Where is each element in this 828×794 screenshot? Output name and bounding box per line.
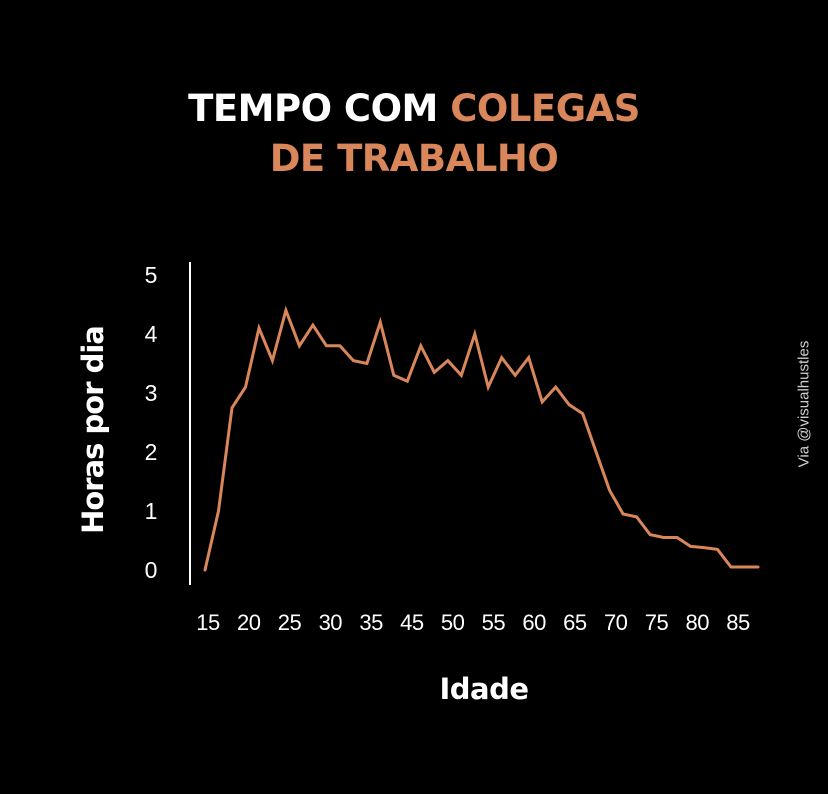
data-point bbox=[716, 548, 719, 551]
series-line bbox=[203, 305, 760, 572]
data-point bbox=[447, 359, 449, 362]
data-point bbox=[487, 386, 490, 388]
x-tick-label: 85 bbox=[726, 610, 750, 635]
y-tick-label: 5 bbox=[145, 262, 158, 288]
x-tick-label: 20 bbox=[237, 610, 261, 635]
x-tick-label: 45 bbox=[400, 610, 424, 635]
y-tick-labels: 0 1 2 3 4 5 bbox=[145, 262, 158, 583]
y-axis-label: Horas por dia bbox=[76, 326, 110, 534]
data-point bbox=[217, 510, 220, 512]
data-point bbox=[433, 371, 436, 374]
title-plain: TEMPO COM bbox=[188, 87, 451, 130]
x-tick-label: 25 bbox=[278, 610, 302, 635]
y-tick-label: 4 bbox=[145, 321, 158, 347]
x-tick-label: 30 bbox=[319, 610, 343, 635]
y-tick-label: 3 bbox=[145, 380, 158, 406]
data-point bbox=[635, 516, 638, 518]
x-tick-label: 35 bbox=[359, 610, 383, 635]
data-point bbox=[339, 345, 341, 347]
x-tick-label: 60 bbox=[522, 610, 546, 635]
data-point bbox=[460, 374, 463, 377]
data-point bbox=[366, 362, 368, 365]
data-point bbox=[204, 569, 206, 571]
data-point bbox=[743, 566, 746, 568]
data-point bbox=[703, 546, 705, 549]
data-point bbox=[608, 489, 611, 492]
data-point bbox=[500, 356, 503, 359]
x-axis-label: Idade bbox=[439, 672, 529, 706]
x-tick-label: 65 bbox=[563, 610, 587, 635]
data-point bbox=[527, 356, 530, 359]
data-point bbox=[662, 536, 665, 539]
title-accent-line-2: DE TRABALHO bbox=[269, 137, 559, 180]
data-points bbox=[204, 309, 759, 571]
data-point bbox=[258, 327, 260, 329]
data-point bbox=[352, 359, 355, 362]
x-tick-label: 80 bbox=[685, 610, 709, 635]
data-point bbox=[649, 533, 651, 536]
y-tick-label: 0 bbox=[145, 557, 158, 583]
data-point bbox=[541, 401, 543, 403]
data-point bbox=[312, 324, 314, 326]
data-point bbox=[406, 380, 409, 383]
data-point bbox=[271, 359, 274, 362]
x-tick-label: 55 bbox=[482, 610, 506, 635]
data-point bbox=[595, 451, 597, 453]
x-tick-labels: 15 20 25 30 35 45 50 55 60 65 70 75 80 85 bbox=[196, 610, 750, 635]
data-point bbox=[730, 566, 732, 568]
data-point bbox=[689, 545, 692, 548]
data-point bbox=[379, 321, 382, 324]
data-point bbox=[474, 333, 476, 335]
title-accent: COLEGAS bbox=[450, 87, 640, 130]
title-line-2: DE TRABALHO bbox=[0, 137, 828, 181]
data-point bbox=[622, 513, 624, 515]
data-point bbox=[285, 309, 287, 312]
data-point bbox=[757, 566, 759, 568]
x-tick-label: 75 bbox=[645, 610, 669, 635]
x-tick-label: 15 bbox=[196, 610, 220, 635]
data-point bbox=[325, 345, 328, 347]
data-point bbox=[581, 412, 584, 415]
data-point bbox=[298, 345, 301, 347]
y-tick-label: 2 bbox=[145, 439, 158, 465]
data-point bbox=[231, 407, 233, 409]
y-tick-label: 1 bbox=[145, 498, 158, 524]
data-point bbox=[676, 536, 678, 539]
data-point bbox=[514, 374, 516, 377]
x-tick-label: 70 bbox=[604, 610, 628, 635]
credit-text: Via @visualhustles bbox=[795, 340, 813, 468]
title-line-1: TEMPO COM COLEGAS bbox=[0, 87, 828, 131]
data-point bbox=[420, 345, 422, 347]
data-point bbox=[568, 404, 570, 406]
x-tick-label: 50 bbox=[441, 610, 465, 635]
data-point bbox=[393, 374, 395, 377]
data-point bbox=[554, 386, 557, 388]
data-point bbox=[244, 386, 247, 388]
